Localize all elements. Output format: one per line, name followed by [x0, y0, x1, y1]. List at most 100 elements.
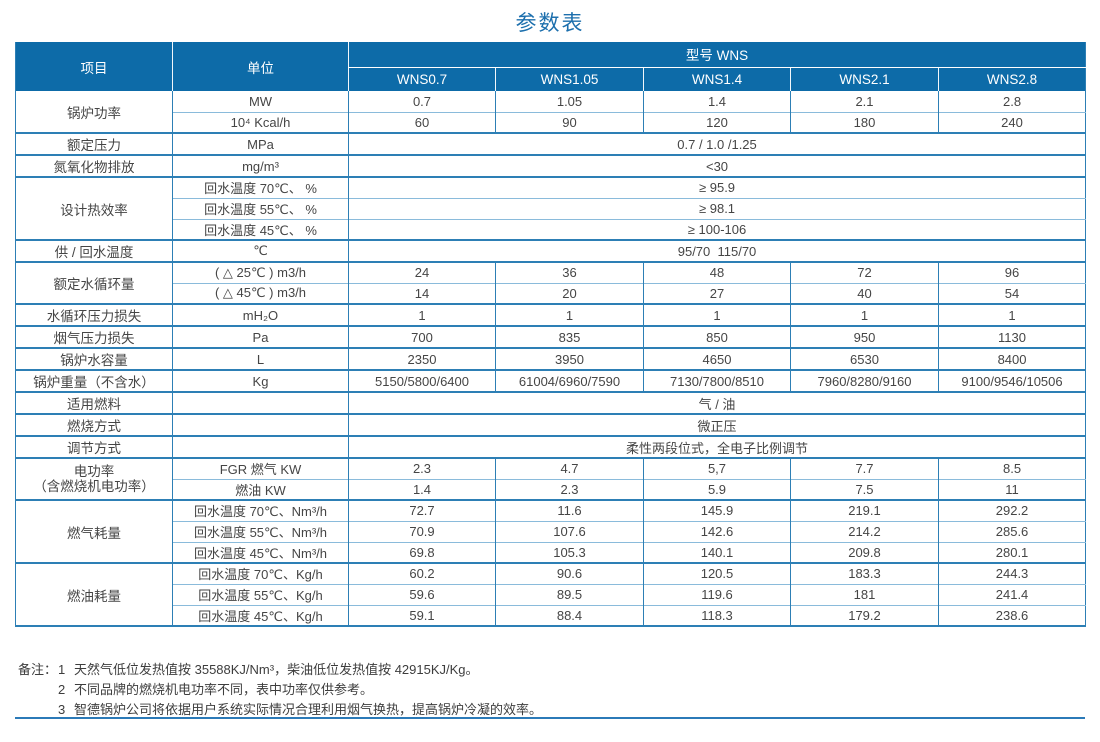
unit-cell: 回水温度 55℃、Nm³/h: [172, 520, 349, 542]
value-cell: 4650: [643, 347, 791, 370]
value-cell: 120: [643, 111, 791, 133]
value-cell: 61004/6960/7590: [495, 369, 644, 392]
item-cell: 燃烧方式: [15, 413, 173, 436]
value-cell: 14: [348, 282, 496, 304]
value-cell: 40: [790, 282, 939, 304]
model-header: WNS0.7: [348, 66, 496, 91]
unit-cell: 回水温度 70℃、 %: [172, 176, 349, 198]
value-cell: 2.8: [938, 91, 1086, 112]
item-cell: 氮氧化物排放: [15, 154, 173, 177]
span-value-cell: ≥ 98.1: [348, 197, 1086, 219]
table-row: 燃油 KW 1.4 2.3 5.9 7.5 11: [16, 478, 1086, 500]
value-cell: 69.8: [348, 541, 496, 563]
value-cell: 59.1: [348, 604, 496, 626]
value-cell: 7.7: [790, 457, 939, 479]
note-number: 3: [58, 702, 66, 717]
unit-cell: [172, 435, 349, 458]
note-number: 1: [58, 662, 66, 677]
spec-table-wrap: 项目 单位 型号 WNS WNS0.7 WNS1.05 WNS1.4 WNS2.…: [15, 42, 1087, 627]
note-line: 2 不同品牌的燃烧机电功率不同，表中功率仅供参考。: [18, 680, 1082, 700]
value-cell: 90: [495, 111, 644, 133]
table-row: 设计热效率 回水温度 70℃、 % ≥ 95.9: [15, 176, 1086, 240]
unit-cell: 回水温度 70℃、Kg/h: [172, 562, 349, 584]
unit-cell: 10⁴ Kcal/h: [172, 111, 349, 133]
model-header: WNS1.05: [495, 66, 644, 91]
unit-cell: [172, 391, 349, 414]
value-cell: 285.6: [938, 520, 1086, 542]
unit-cell: mg/m³: [172, 154, 349, 177]
value-cell: 72.7: [348, 499, 496, 521]
value-cell: 244.3: [938, 562, 1086, 584]
notes-label: 备注：: [18, 662, 58, 677]
unit-cell: ( △ 45℃ ) m3/h: [172, 282, 349, 304]
table-row: 电功率 （含燃烧机电功率） FGR 燃气 KW 2.3 4.7 5,7 7.7 8.5: [15, 457, 1086, 500]
col-header-unit: 单位: [172, 42, 349, 91]
unit-cell: [172, 413, 349, 436]
note-line: 3 智德锅炉公司将依据用户系统实际情况合理利用烟气换热，提高锅炉冷凝的效率。: [18, 700, 1082, 720]
span-value-cell: 微正压: [348, 413, 1086, 436]
table-row: 锅炉功率 MW 0.7 1.05 1.4 2.1 2.8: [15, 91, 1086, 133]
table-header: 项目 单位 型号 WNS WNS0.7 WNS1.05 WNS1.4 WNS2.…: [15, 42, 1086, 91]
table-row: 10⁴ Kcal/h 60 90 120 180 240: [16, 111, 1086, 133]
value-cell: 280.1: [938, 541, 1086, 563]
note-number: 2: [58, 682, 66, 697]
value-cell: 2350: [348, 347, 496, 370]
table-row: 燃油耗量 回水温度 70℃、Kg/h 60.2 90.6 120.5 183.3 244.3: [15, 562, 1086, 626]
value-cell: 9100/9546/10506: [938, 369, 1086, 392]
unit-cell: MPa: [172, 132, 349, 155]
value-cell: 850: [643, 325, 791, 348]
table-row: 回水温度 55℃、 % ≥ 98.1: [16, 197, 1086, 219]
table-row: ( △ 45℃ ) m3/h 14 20 27 40 54: [16, 282, 1086, 304]
value-cell: 1.4: [643, 91, 791, 112]
table-row: 调节方式 柔性两段位式，全电子比例调节: [15, 435, 1086, 458]
item-cell: 锅炉重量（不含水）: [15, 369, 173, 392]
value-cell: 59.6: [348, 583, 496, 605]
value-cell: 292.2: [938, 499, 1086, 521]
value-cell: 2.3: [348, 457, 496, 479]
value-cell: 118.3: [643, 604, 791, 626]
table-row: 回水温度 45℃、Kg/h 59.1 88.4 118.3 179.2 238.6: [16, 604, 1086, 626]
value-cell: 950: [790, 325, 939, 348]
value-cell: 241.4: [938, 583, 1086, 605]
value-cell: 1130: [938, 325, 1086, 348]
item-cell: 电功率 （含燃烧机电功率）: [15, 457, 173, 500]
value-cell: 142.6: [643, 520, 791, 542]
value-cell: 54: [938, 282, 1086, 304]
unit-cell: 回水温度 55℃、 %: [172, 197, 349, 219]
unit-cell: L: [172, 347, 349, 370]
table-row: 额定水循环量( △ 25℃ ) m3/h 24 36 48 72 96: [15, 261, 1086, 304]
unit-cell: 燃油 KW: [172, 478, 349, 500]
value-cell: 7960/8280/9160: [790, 369, 939, 392]
unit-cell: MW: [172, 91, 349, 112]
value-cell: 8.5: [938, 457, 1086, 479]
span-value-cell: 气 / 油: [348, 391, 1086, 414]
value-cell: 1: [643, 303, 791, 326]
table-row: 回水温度 55℃、Kg/h 59.6 89.5 119.6 181 241.4: [16, 583, 1086, 605]
value-cell: 36: [495, 261, 644, 283]
unit-cell: ℃: [172, 239, 349, 262]
value-cell: 183.3: [790, 562, 939, 584]
item-cell-line: 电功率: [73, 464, 115, 479]
table-row: 水循环压力损失 mH₂O 1 1 1 1 1: [15, 303, 1086, 326]
value-cell: 72: [790, 261, 939, 283]
value-cell: 88.4: [495, 604, 644, 626]
model-header: WNS2.8: [938, 66, 1086, 91]
value-cell: 2.3: [495, 478, 644, 500]
value-cell: 179.2: [790, 604, 939, 626]
item-cell: 设计热效率: [15, 176, 173, 240]
value-cell: 1: [790, 303, 939, 326]
span-value-cell: ≥ 100-106: [348, 218, 1086, 240]
model-header: WNS1.4: [643, 66, 791, 91]
note-text: 智德锅炉公司将依据用户系统实际情况合理利用烟气换热，提高锅炉冷凝的效率。: [74, 702, 543, 717]
value-cell: 11.6: [495, 499, 644, 521]
value-cell: 1: [938, 303, 1086, 326]
item-cell: 额定水循环量: [15, 261, 173, 304]
value-cell: 105.3: [495, 541, 644, 563]
table-row: 燃烧方式 微正压: [15, 413, 1086, 436]
table-body: 锅炉功率 MW 0.7 1.05 1.4 2.1 2.8 10⁴ Kcal/h 60 90 120 1…: [15, 91, 1086, 626]
value-cell: 181: [790, 583, 939, 605]
bottom-rule: [15, 717, 1085, 719]
value-cell: 7.5: [790, 478, 939, 500]
value-cell: 20: [495, 282, 644, 304]
header-row-models: WNS0.7 WNS1.05 WNS1.4 WNS2.1 WNS2.8: [16, 66, 1086, 91]
